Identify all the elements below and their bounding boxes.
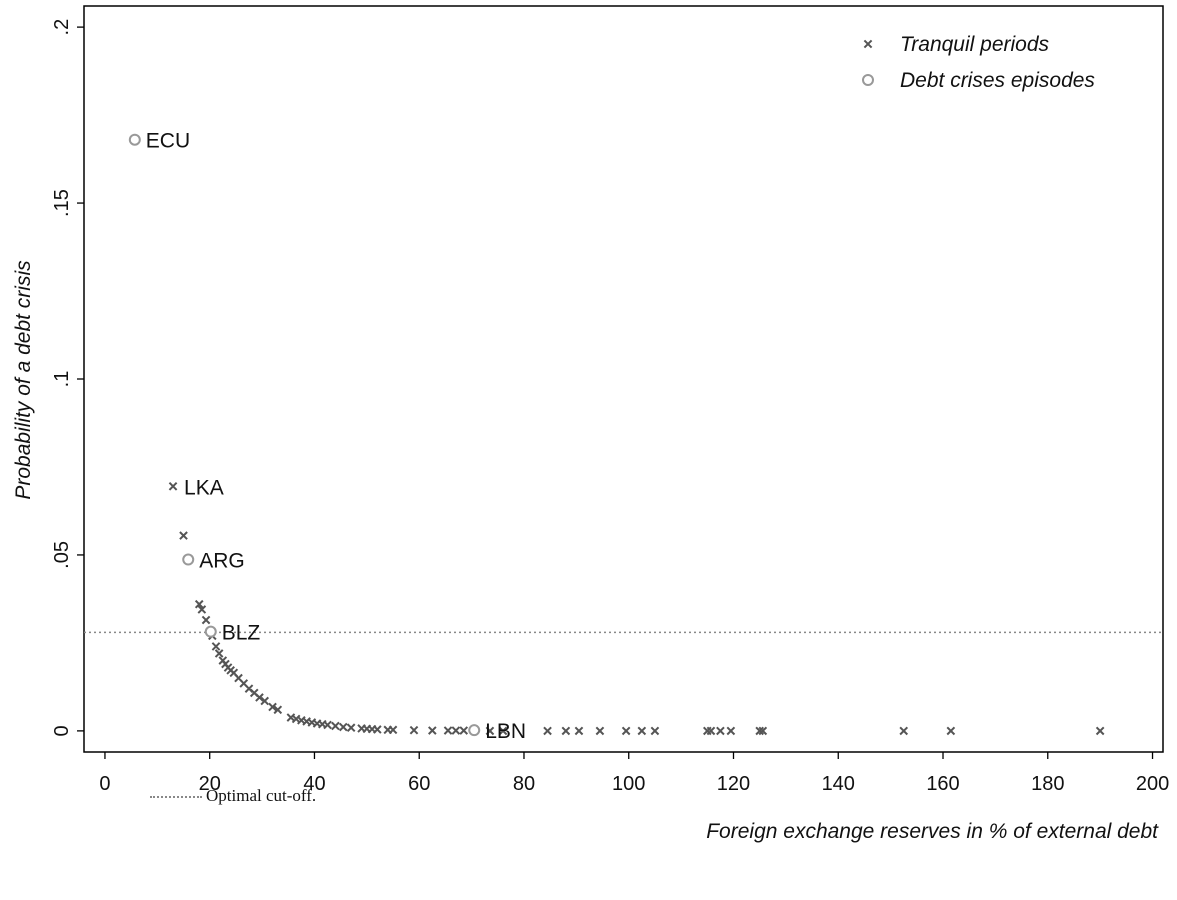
legend-marker-crises bbox=[862, 74, 874, 86]
tranquil-point bbox=[194, 599, 204, 609]
tranquil-point bbox=[899, 726, 909, 736]
legend-marker-tranquil bbox=[863, 39, 873, 49]
y-tick-label: .05 bbox=[51, 541, 73, 569]
tranquil-point bbox=[273, 705, 283, 715]
point-label-lka: LKA bbox=[184, 476, 224, 499]
point-label-lbn: LBN bbox=[485, 720, 526, 743]
tranquil-point bbox=[331, 721, 340, 731]
crisis-point bbox=[204, 625, 217, 638]
legend: Tranquil periods Debt crises episodes bbox=[862, 33, 1095, 92]
y-tick-label: .2 bbox=[51, 19, 73, 36]
tranquil-point bbox=[946, 726, 956, 736]
point-label-blz: BLZ bbox=[222, 622, 261, 645]
x-tick-label: 40 bbox=[303, 773, 325, 795]
legend-label-crises: Debt crises episodes bbox=[900, 69, 1095, 92]
tranquil-point bbox=[451, 726, 461, 735]
tranquil-point bbox=[255, 693, 264, 702]
tranquil-point bbox=[637, 726, 647, 736]
x-tick-label: 20 bbox=[199, 773, 221, 795]
tranquil-point bbox=[373, 725, 382, 734]
footnote-text: Optimal cut-off. bbox=[206, 786, 317, 805]
cutoff-line-legend-icon bbox=[150, 796, 202, 798]
tranquil-point bbox=[260, 696, 270, 706]
y-axis-title: Probability of a debt crisis bbox=[12, 260, 35, 500]
tranquil-point bbox=[543, 726, 552, 736]
tranquil-point bbox=[459, 726, 469, 735]
x-tick-label: 180 bbox=[1031, 773, 1064, 795]
point-label-arg: ARG bbox=[199, 550, 245, 573]
y-tick-label: 0 bbox=[51, 725, 73, 736]
tranquil-point bbox=[726, 726, 736, 736]
tranquil-point bbox=[214, 649, 224, 658]
tranquil-point bbox=[338, 722, 348, 732]
tranquil-point bbox=[1095, 726, 1105, 736]
tranquil-point bbox=[485, 726, 495, 736]
tranquil-point bbox=[621, 726, 631, 736]
x-tick-label: 80 bbox=[513, 773, 535, 795]
y-tick-label: .15 bbox=[51, 189, 73, 217]
tranquil-point bbox=[706, 726, 716, 736]
tranquil-point bbox=[650, 726, 660, 736]
x-tick-label: 140 bbox=[822, 773, 855, 795]
tranquil-point bbox=[409, 725, 419, 735]
tranquil-point bbox=[346, 723, 356, 733]
tranquil-point bbox=[268, 702, 277, 712]
tranquil-point bbox=[428, 726, 437, 735]
crisis-point bbox=[468, 724, 481, 737]
x-tick-label: 60 bbox=[408, 773, 430, 795]
tranquil-point bbox=[443, 726, 453, 735]
x-tick-label: 160 bbox=[926, 773, 959, 795]
tranquil-point bbox=[595, 726, 605, 736]
tranquil-point bbox=[197, 605, 207, 614]
tranquil-point bbox=[211, 642, 221, 651]
y-tick-label: .1 bbox=[51, 371, 73, 388]
tranquil-point bbox=[561, 726, 571, 736]
tranquil-point bbox=[716, 726, 725, 736]
tranquil-point bbox=[168, 482, 178, 491]
point-label-ecu: ECU bbox=[146, 130, 190, 153]
tranquil-point bbox=[755, 726, 764, 736]
crisis-point bbox=[182, 553, 195, 566]
x-tick-label: 120 bbox=[717, 773, 750, 795]
tranquil-point bbox=[323, 720, 332, 730]
tranquil-point bbox=[388, 725, 398, 735]
footnote: Optimal cut-off. bbox=[150, 786, 316, 806]
tranquil-point bbox=[179, 531, 188, 540]
tranquil-point bbox=[498, 726, 508, 736]
x-tick-label: 100 bbox=[612, 773, 645, 795]
x-axis-title: Foreign exchange reserves in % of extern… bbox=[706, 820, 1159, 843]
x-tick-label: 0 bbox=[99, 773, 110, 795]
tranquil-point bbox=[201, 615, 211, 625]
x-tick-label: 200 bbox=[1136, 773, 1169, 795]
scatter-chart: 0 20 40 60 80 100 120 140 160 180 200 0 .05 .1 .15 .2 EC… bbox=[12, 5, 1169, 843]
tranquil-point bbox=[574, 726, 584, 736]
legend-label-tranquil: Tranquil periods bbox=[900, 33, 1050, 56]
tranquil-point bbox=[758, 726, 768, 736]
crisis-point bbox=[128, 133, 141, 146]
